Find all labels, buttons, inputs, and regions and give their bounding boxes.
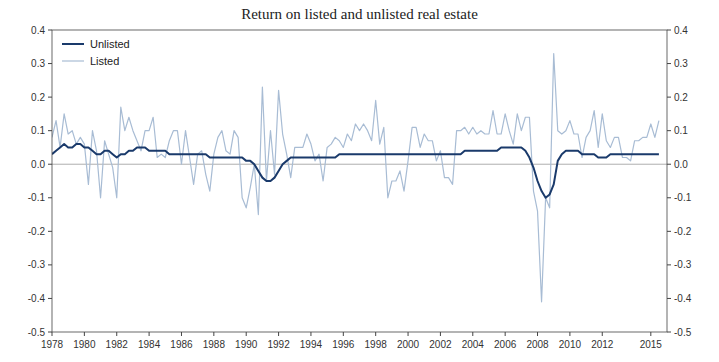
y2-tick-label: 0.1 (674, 125, 688, 136)
legend: Unlisted Listed (62, 38, 130, 67)
y2-tick-label: 0.0 (674, 159, 688, 170)
y-tick-label: 0.1 (31, 125, 45, 136)
y2-tick-label: 0.2 (674, 92, 688, 103)
x-axis: 1978 1980 1982 1984 1986 1988 1990 1992 1994 1996… (41, 332, 663, 350)
y-tick (48, 231, 52, 232)
y-tick (48, 30, 52, 31)
chart-container: Return on listed and unlisted real estat… (0, 0, 719, 362)
legend-swatch (62, 43, 84, 45)
y-tick (48, 63, 52, 64)
y2-tick-label: -0.1 (674, 192, 692, 203)
x-tick-label: 2000 (397, 339, 420, 350)
x-tick (408, 332, 409, 336)
series-group (52, 53, 659, 301)
x-tick (650, 332, 651, 336)
title: Return on listed and unlisted real estat… (241, 6, 478, 22)
x-tick (602, 332, 603, 336)
y2-tick-label: 0.3 (674, 58, 688, 69)
x-tick-label: 1978 (41, 339, 64, 350)
y-tick-label: -0.4 (28, 293, 46, 304)
x-tick (246, 332, 247, 336)
x-tick-label: 2006 (494, 339, 517, 350)
x-tick-label: 2015 (640, 339, 663, 350)
zero-line (52, 164, 667, 165)
y-axis: -0.5 -0.4 -0.3 -0.2 -0.1 0.0 0.1 0.2 0.3 0.4 (28, 25, 52, 338)
y-tick-label: 0.3 (31, 58, 45, 69)
x-tick-label: 2008 (526, 339, 549, 350)
x-tick-label: 1992 (267, 339, 290, 350)
x-tick (472, 332, 473, 336)
y2-tick-label: -0.3 (674, 259, 692, 270)
x-tick-label: 1996 (332, 339, 355, 350)
y2-tick-label: 0.4 (674, 25, 688, 36)
y2-tick (667, 164, 671, 165)
y2-tick-label: -0.4 (674, 293, 692, 304)
y2-tick (667, 30, 671, 31)
x-tick-label: 2010 (559, 339, 582, 350)
y-tick (48, 97, 52, 98)
x-tick-label: 1994 (300, 339, 323, 350)
y-tick (48, 332, 52, 333)
legend-label: Listed (90, 55, 119, 67)
y-tick-label: 0.4 (31, 25, 45, 36)
y2-tick (667, 97, 671, 98)
x-tick (505, 332, 506, 336)
x-tick (181, 332, 182, 336)
chart-svg: Return on listed and unlisted real estat… (0, 0, 719, 362)
x-tick (440, 332, 441, 336)
x-tick (569, 332, 570, 336)
x-tick (278, 332, 279, 336)
y-tick-label: 0.0 (31, 159, 45, 170)
x-tick (116, 332, 117, 336)
y2-tick-label: -0.2 (674, 226, 692, 237)
x-tick (537, 332, 538, 336)
x-tick (310, 332, 311, 336)
y-tick-label: -0.5 (28, 327, 46, 338)
y-tick-label: 0.2 (31, 92, 45, 103)
x-tick (52, 332, 53, 336)
x-tick-label: 2002 (429, 339, 452, 350)
y-tick (48, 298, 52, 299)
y2-tick (667, 197, 671, 198)
x-tick-label: 1986 (170, 339, 193, 350)
y-tick (48, 130, 52, 131)
x-tick (375, 332, 376, 336)
y2-tick (667, 332, 671, 333)
legend-label: Unlisted (90, 38, 130, 50)
y-tick-label: -0.2 (28, 226, 46, 237)
y2-tick (667, 264, 671, 265)
y2-axis: -0.5 -0.4 -0.3 -0.2 -0.1 0.0 0.1 0.2 0.3 0.4 (667, 25, 692, 338)
x-tick-label: 1998 (365, 339, 388, 350)
y2-tick (667, 130, 671, 131)
x-tick-label: 2012 (591, 339, 614, 350)
x-tick-label: 1982 (106, 339, 129, 350)
x-tick (84, 332, 85, 336)
y-tick-label: -0.3 (28, 259, 46, 270)
x-tick-label: 1990 (235, 339, 258, 350)
y-tick (48, 264, 52, 265)
y2-tick (667, 298, 671, 299)
x-tick-label: 1980 (73, 339, 96, 350)
series-line (52, 144, 659, 198)
x-tick-label: 2004 (462, 339, 485, 350)
x-tick (149, 332, 150, 336)
plot-frame (52, 30, 667, 332)
y-tick (48, 164, 52, 165)
y2-tick (667, 231, 671, 232)
x-tick-label: 1984 (138, 339, 161, 350)
x-tick (213, 332, 214, 336)
x-tick-label: 1988 (203, 339, 226, 350)
y2-tick (667, 63, 671, 64)
y2-tick-label: -0.5 (674, 327, 692, 338)
y-tick-label: -0.1 (28, 192, 46, 203)
legend-swatch (62, 60, 84, 61)
y-tick (48, 197, 52, 198)
series-line (52, 53, 659, 301)
x-tick (343, 332, 344, 336)
